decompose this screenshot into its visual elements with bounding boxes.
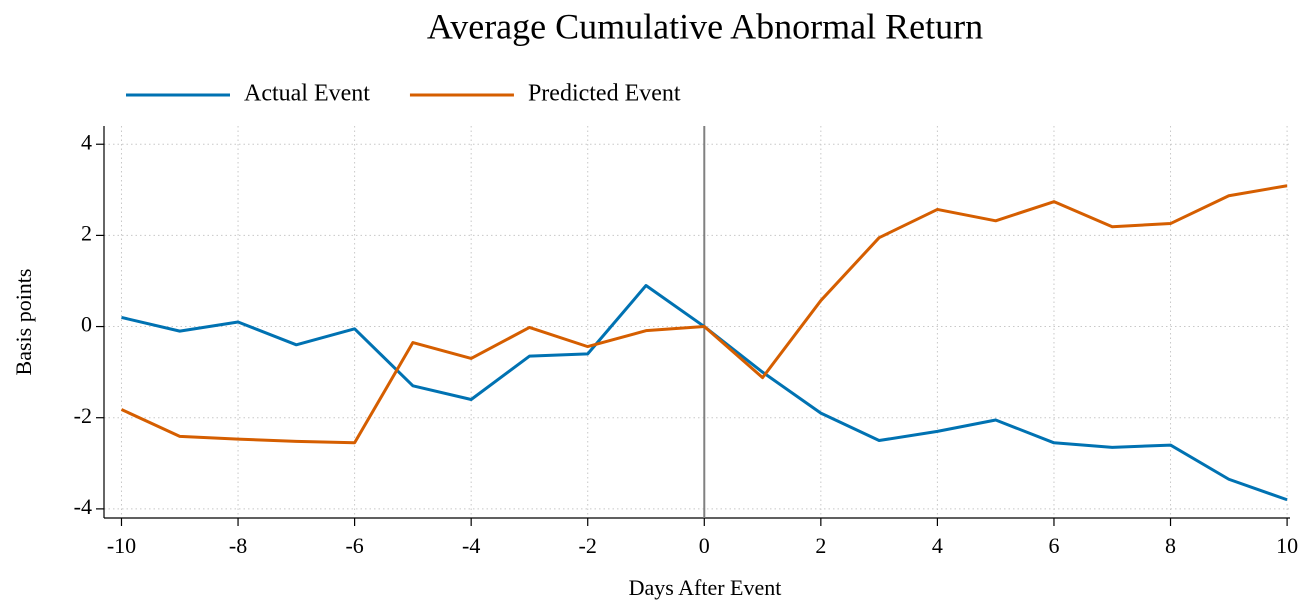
- y-tick-label: 0: [81, 312, 92, 337]
- x-tick-label: 4: [932, 533, 943, 558]
- y-tick-label: 2: [81, 220, 92, 245]
- chart-title: Average Cumulative Abnormal Return: [427, 6, 983, 46]
- legend-label: Predicted Event: [528, 81, 681, 107]
- x-tick-label: 6: [1048, 533, 1059, 558]
- y-tick-label: 4: [81, 129, 92, 154]
- y-tick-label: -4: [74, 494, 92, 519]
- x-tick-label: 10: [1276, 533, 1298, 558]
- x-tick-label: 0: [699, 533, 710, 558]
- series-line: [120, 184, 1288, 445]
- legend-label: Actual Event: [244, 81, 370, 107]
- x-tick-label: -8: [229, 533, 247, 558]
- x-tick-label: -4: [462, 533, 480, 558]
- x-tick-label: -2: [579, 533, 597, 558]
- y-axis-label: Basis points: [11, 269, 36, 376]
- y-tick-label: -2: [74, 403, 92, 428]
- x-axis-label: Days After Event: [629, 575, 782, 600]
- x-tick-label: -10: [107, 533, 136, 558]
- x-tick-label: -6: [345, 533, 363, 558]
- x-tick-label: 8: [1165, 533, 1176, 558]
- x-tick-label: 2: [815, 533, 826, 558]
